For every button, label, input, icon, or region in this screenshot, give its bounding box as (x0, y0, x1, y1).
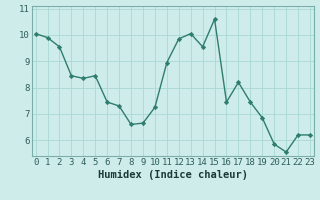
X-axis label: Humidex (Indice chaleur): Humidex (Indice chaleur) (98, 170, 248, 180)
